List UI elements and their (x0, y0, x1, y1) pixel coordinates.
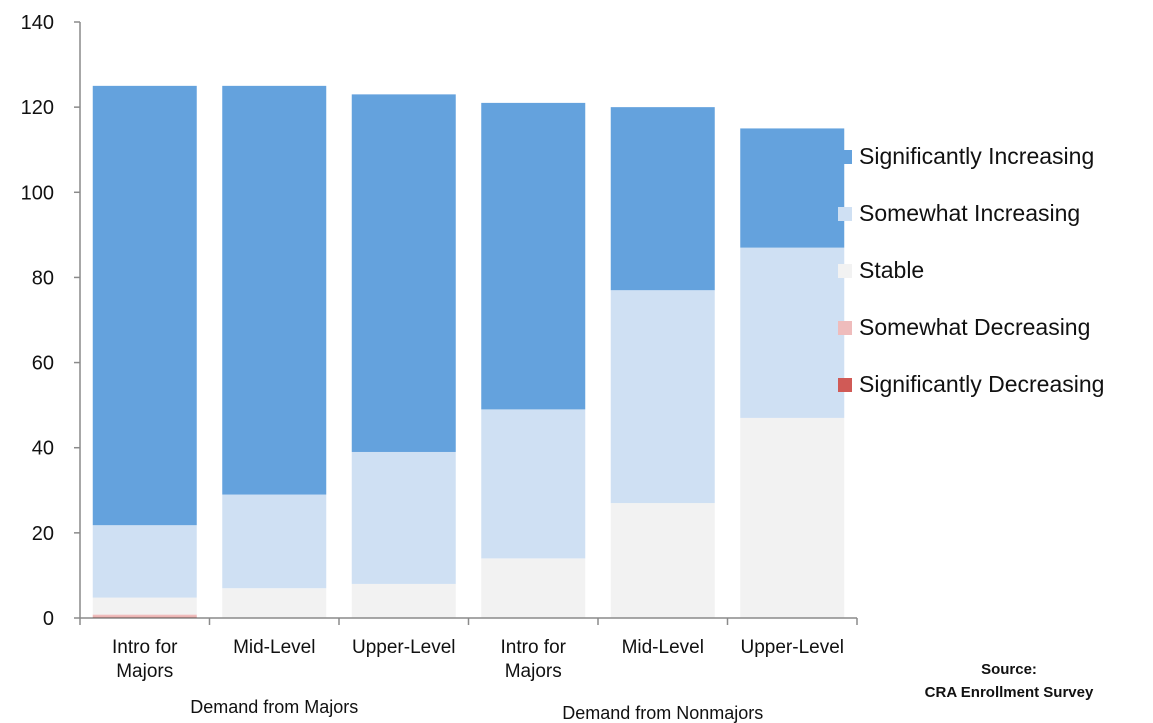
x-category-label: Upper-Level (741, 637, 845, 658)
legend-swatch (838, 263, 852, 278)
bar-segment (92, 85, 197, 526)
legend-item: Significantly Increasing (838, 134, 1104, 179)
x-category-label: Upper-Level (352, 637, 456, 658)
y-tick-label: 120 (21, 97, 54, 119)
y-tick-label: 0 (43, 608, 54, 630)
legend-label: Significantly Increasing (859, 143, 1095, 169)
y-tick-label: 100 (21, 182, 54, 204)
y-tick-label: 140 (21, 12, 54, 34)
legend-swatch (838, 206, 852, 221)
labels-layer: 0 20 40 60 80 100 120 140 Intro for Majors Mid-Lev… (21, 12, 844, 723)
legend: Significantly Increasing Somewhat Increas… (838, 134, 1104, 419)
bar-segment (351, 583, 456, 618)
bar-segment (351, 451, 456, 584)
legend-swatch (838, 149, 852, 164)
bar-segment (481, 102, 586, 410)
legend-swatch (838, 320, 852, 335)
bar-segment (740, 417, 845, 618)
legend-label: Somewhat Increasing (859, 200, 1081, 226)
bar-segment (610, 107, 715, 291)
bar-segment (610, 290, 715, 504)
x-category-label: Mid-Level (622, 637, 704, 658)
x-group-label: Demand from Nonmajors (562, 703, 763, 723)
x-category-label: Intro for Majors (501, 637, 567, 682)
source-label-line2: CRA Enrollment Survey (925, 684, 1094, 701)
y-tick-label: 60 (32, 353, 54, 375)
legend-item: Somewhat Decreasing (838, 305, 1104, 350)
y-tick-label: 40 (32, 438, 54, 460)
source-label-line1: Source: (981, 661, 1037, 678)
legend-item: Significantly Decreasing (838, 362, 1104, 407)
bar-segment (222, 588, 327, 618)
y-tick-label: 20 (32, 523, 54, 545)
bar-segment (222, 85, 327, 495)
bar-segment (481, 558, 586, 618)
bar-segment (92, 597, 197, 615)
y-tick-label: 80 (32, 267, 54, 289)
x-group-label: Demand from Majors (190, 697, 358, 717)
bars-layer (92, 85, 845, 618)
bar-segment (92, 525, 197, 598)
legend-label: Significantly Decreasing (859, 371, 1105, 397)
x-category-label: Mid-Level (233, 637, 315, 658)
bar-segment (92, 614, 197, 617)
bar-segment (740, 247, 845, 418)
legend-swatch (838, 377, 852, 392)
bar-segment (222, 494, 327, 589)
legend-item: Somewhat Increasing (838, 191, 1104, 236)
legend-item: Stable (838, 248, 1104, 293)
bar-segment (351, 94, 456, 452)
x-category-label: Intro for Majors (112, 637, 178, 682)
bar-segment (610, 503, 715, 618)
bar-segment (740, 128, 845, 248)
legend-label: Somewhat Decreasing (859, 314, 1091, 340)
bar-segment (481, 409, 586, 559)
legend-label: Stable (859, 257, 925, 283)
axes-layer (74, 21, 858, 625)
